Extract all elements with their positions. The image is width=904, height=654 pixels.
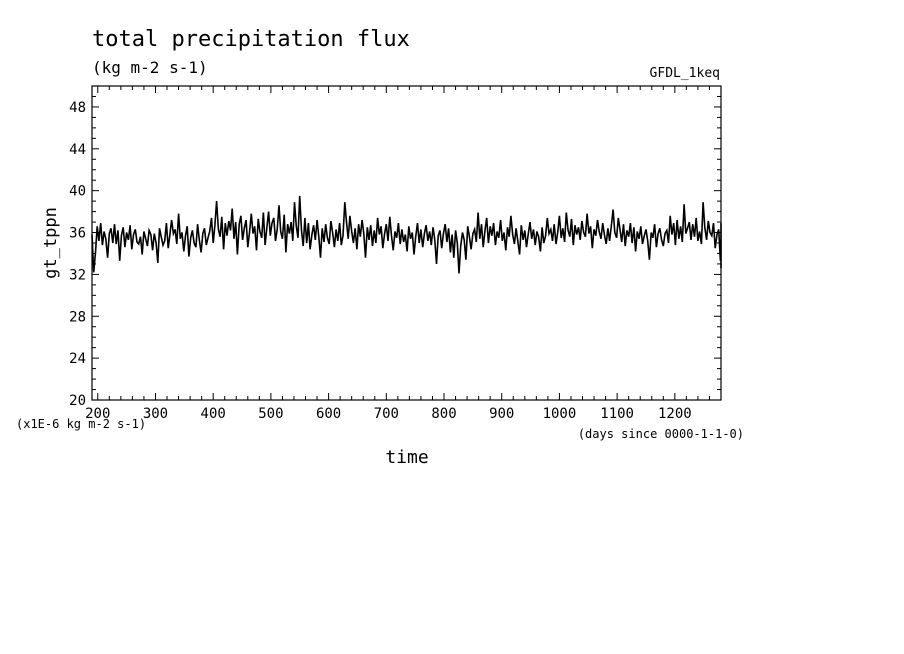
x-tick-label: 400: [201, 406, 226, 422]
y-tick-label: 20: [69, 393, 86, 409]
y-scale-note: (x1E-6 kg m-2 s-1): [16, 417, 146, 431]
chart-units: (kg m-2 s-1): [92, 58, 208, 77]
dataset-label: GFDL_1keq: [650, 66, 720, 81]
y-tick-label: 36: [69, 226, 86, 242]
x-axis: 200 300 400 500 600 700 800 900 1000 1100 1200: [85, 86, 722, 422]
x-tick-label: 600: [316, 406, 341, 422]
y-axis-label: gt_tppn: [41, 207, 61, 279]
x-tick-label: 1100: [600, 406, 634, 422]
series-line: [91, 195, 722, 274]
x-tick-label: 800: [431, 406, 456, 422]
x-tick-label: 1200: [658, 406, 692, 422]
y-tick-label: 40: [69, 184, 86, 200]
y-tick-label: 24: [69, 351, 86, 367]
x-axis-label: time: [385, 447, 428, 468]
y-tick-label: 28: [69, 309, 86, 325]
x-tick-label: 700: [374, 406, 399, 422]
x-tick-label: 1000: [543, 406, 577, 422]
y-tick-label: 44: [69, 142, 86, 158]
y-tick-label: 32: [69, 267, 86, 283]
x-tick-label: 200: [85, 406, 110, 422]
y-axis: 20 24 28 32 36 40 44 48: [69, 85, 721, 409]
x-units-note: (days since 0000-1-1-0): [578, 427, 744, 441]
y-tick-label: 48: [69, 100, 86, 116]
x-tick-label: 300: [143, 406, 168, 422]
x-tick-label: 900: [489, 406, 514, 422]
x-tick-label: 500: [258, 406, 283, 422]
chart-title: total precipitation flux: [92, 27, 410, 52]
